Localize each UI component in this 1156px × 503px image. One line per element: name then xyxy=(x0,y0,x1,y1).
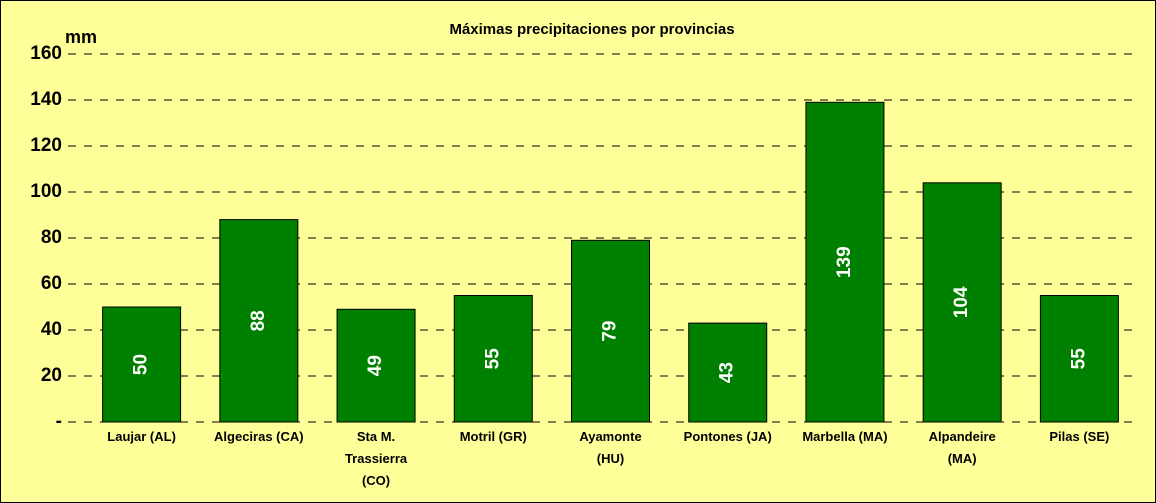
data-label: 49 xyxy=(365,355,386,376)
data-label: 88 xyxy=(248,310,269,331)
y-tick-label: 60 xyxy=(41,273,62,294)
x-tick-label: Pilas (SE) xyxy=(1049,429,1110,444)
data-label: 55 xyxy=(482,348,503,370)
chart-title: Máximas precipitaciones por provincias xyxy=(449,21,734,38)
y-tick-label: 140 xyxy=(30,89,62,110)
x-tick-label: Laujar (AL) xyxy=(107,429,176,444)
bar xyxy=(453,295,533,423)
y-tick-label: 80 xyxy=(41,227,62,248)
y-tick-label: - xyxy=(56,411,62,432)
y-tick-label: 40 xyxy=(41,319,62,340)
x-tick-label: Motril (GR) xyxy=(459,429,527,444)
y-axis-label: mm xyxy=(65,27,97,47)
data-label: 104 xyxy=(951,286,972,318)
y-tick-label: 160 xyxy=(30,43,62,64)
x-tick-label: Alpandeire (MA) xyxy=(928,429,996,466)
y-tick-label: 20 xyxy=(41,365,62,386)
y-tick-label: 120 xyxy=(30,135,62,156)
data-label: 139 xyxy=(834,246,855,278)
x-tick-label: Marbella (MA) xyxy=(802,429,888,444)
x-tick-label: Algeciras (CA) xyxy=(214,429,304,444)
data-label: 50 xyxy=(131,354,152,375)
data-label: 79 xyxy=(600,321,621,342)
bar xyxy=(805,101,885,423)
bar xyxy=(1039,295,1119,423)
bar xyxy=(102,306,182,423)
y-tick-label: 100 xyxy=(30,181,62,202)
bar xyxy=(922,182,1002,423)
data-label: 43 xyxy=(717,362,738,383)
x-tick-label: Sta M. Trassierra (CO) xyxy=(344,429,408,488)
bar xyxy=(571,239,650,423)
x-tick-label: Ayamonte (HU) xyxy=(579,429,642,466)
bar xyxy=(336,308,416,423)
x-tick-label: Pontones (JA) xyxy=(683,429,772,444)
bar xyxy=(219,219,299,423)
bar xyxy=(688,322,768,423)
data-label: 55 xyxy=(1068,348,1089,370)
